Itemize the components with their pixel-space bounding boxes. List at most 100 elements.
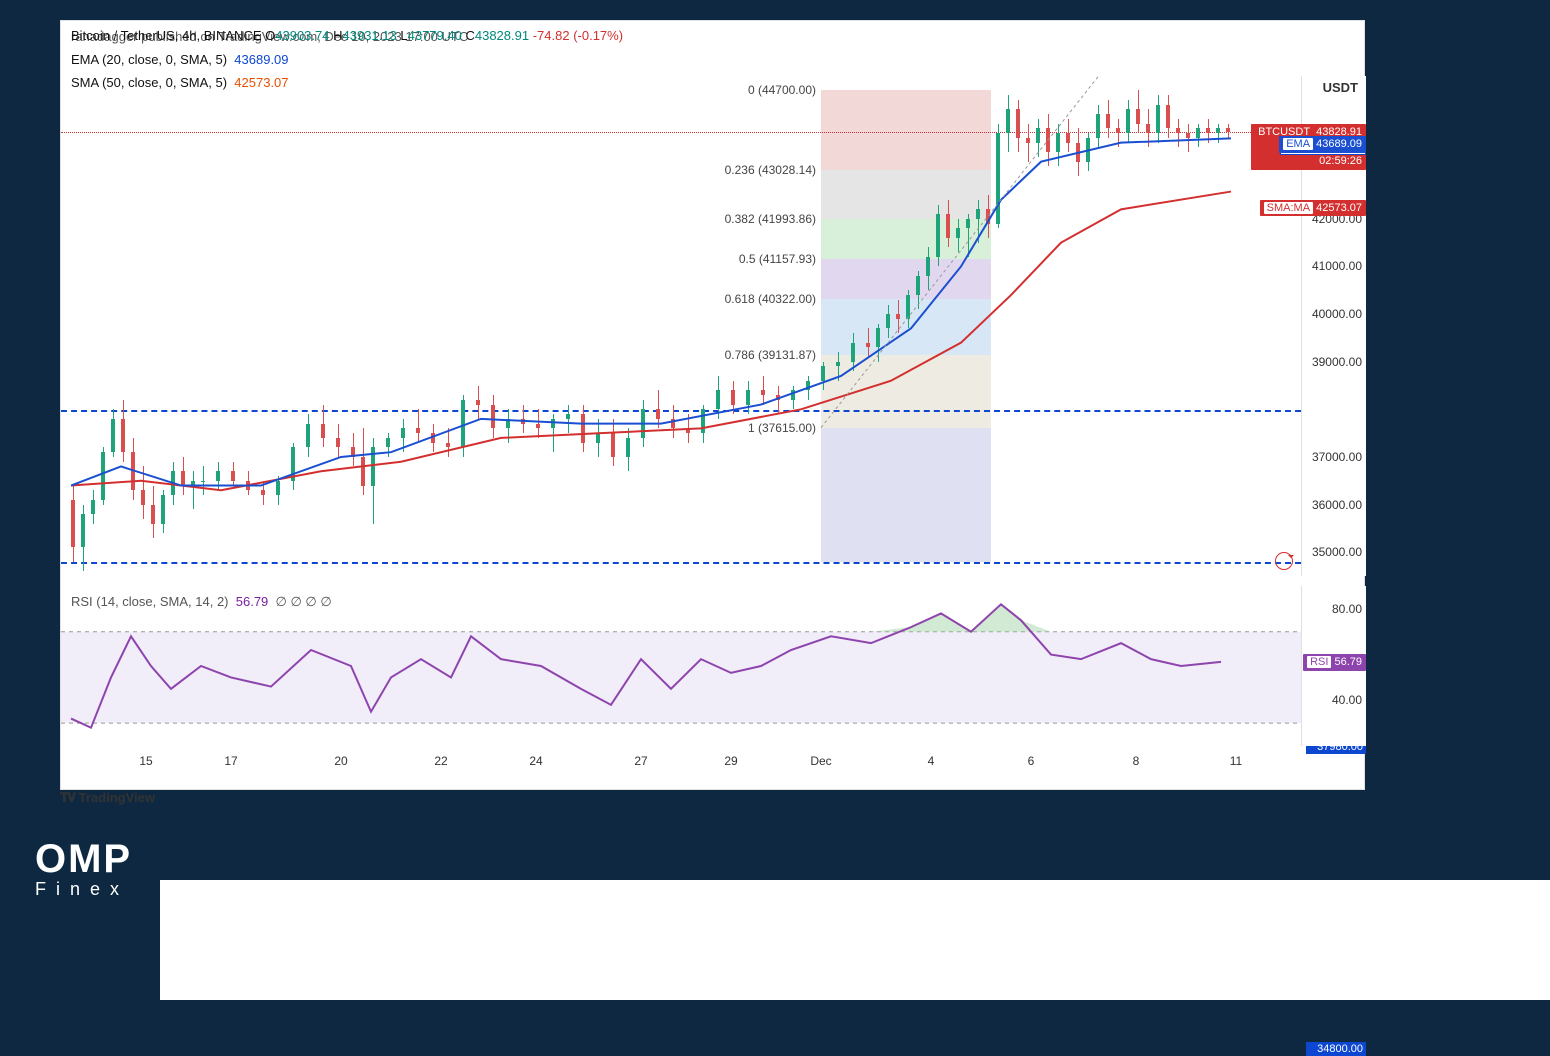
candle-body[interactable]: [1016, 109, 1020, 138]
candle-body[interactable]: [776, 395, 780, 400]
candle-body[interactable]: [936, 214, 940, 257]
candle-body[interactable]: [276, 481, 280, 495]
candle-body[interactable]: [386, 438, 390, 448]
candle-body[interactable]: [866, 343, 870, 348]
candle-body[interactable]: [581, 414, 585, 443]
candle-body[interactable]: [551, 419, 555, 429]
candle-body[interactable]: [111, 419, 115, 452]
candle-body[interactable]: [821, 366, 825, 380]
candle-body[interactable]: [1106, 114, 1110, 128]
refresh-icon[interactable]: [1275, 552, 1293, 570]
candle-body[interactable]: [946, 214, 950, 238]
fib-zone[interactable]: [821, 170, 991, 219]
fib-zone[interactable]: [821, 428, 991, 562]
candle-body[interactable]: [566, 414, 570, 419]
candle-body[interactable]: [321, 424, 325, 438]
candle-body[interactable]: [1166, 105, 1170, 129]
plot-area[interactable]: 0 (44700.00)0.236 (43028.14)0.382 (41993…: [61, 76, 1366, 791]
candle-body[interactable]: [1206, 128, 1210, 133]
candle-body[interactable]: [1146, 124, 1150, 134]
candle-body[interactable]: [626, 438, 630, 457]
candle-body[interactable]: [746, 390, 750, 404]
candle-body[interactable]: [1056, 133, 1060, 152]
candle-body[interactable]: [461, 400, 465, 448]
candle-body[interactable]: [716, 390, 720, 409]
candle-body[interactable]: [506, 419, 510, 429]
candle-body[interactable]: [71, 500, 75, 548]
price-pane[interactable]: 0 (44700.00)0.236 (43028.14)0.382 (41993…: [61, 76, 1301, 576]
candle-body[interactable]: [416, 428, 420, 433]
candle-body[interactable]: [401, 428, 405, 438]
candle-body[interactable]: [1216, 128, 1220, 133]
candle-body[interactable]: [966, 219, 970, 229]
candle-body[interactable]: [191, 481, 195, 486]
candle-body[interactable]: [806, 381, 810, 391]
candle-body[interactable]: [761, 390, 765, 395]
candle-body[interactable]: [351, 447, 355, 457]
candle-body[interactable]: [1176, 128, 1180, 133]
candle-body[interactable]: [291, 447, 295, 480]
candle-body[interactable]: [996, 133, 1000, 223]
support-line[interactable]: 34800.00: [61, 562, 1301, 564]
candle-body[interactable]: [926, 257, 930, 276]
candle-body[interactable]: [596, 433, 600, 443]
candle-body[interactable]: [916, 276, 920, 295]
fib-zone[interactable]: [821, 90, 991, 170]
candle-body[interactable]: [896, 314, 900, 319]
time-x-axis[interactable]: 15172022242729Dec46811: [61, 748, 1301, 788]
candle-body[interactable]: [491, 405, 495, 429]
candle-body[interactable]: [1076, 143, 1080, 162]
candle-body[interactable]: [701, 409, 705, 433]
candle-body[interactable]: [876, 328, 880, 347]
candle-body[interactable]: [446, 443, 450, 448]
candle-body[interactable]: [686, 428, 690, 433]
candle-body[interactable]: [1156, 105, 1160, 134]
candle-body[interactable]: [161, 495, 165, 524]
candle-body[interactable]: [791, 390, 795, 400]
rsi-y-axis[interactable]: 40.0080.00RSI 56.79: [1301, 586, 1366, 746]
candle-body[interactable]: [1126, 109, 1130, 133]
rsi-pane[interactable]: RSI (14, close, SMA, 14, 2) 56.79 ∅ ∅ ∅ …: [61, 586, 1301, 746]
candle-body[interactable]: [611, 433, 615, 457]
candle-body[interactable]: [641, 409, 645, 438]
candle-body[interactable]: [986, 209, 990, 223]
candle-body[interactable]: [476, 400, 480, 405]
candle-body[interactable]: [956, 228, 960, 238]
candle-body[interactable]: [361, 457, 365, 486]
candle-body[interactable]: [131, 452, 135, 490]
candle-body[interactable]: [336, 438, 340, 448]
fib-zone[interactable]: [821, 355, 991, 427]
candle-body[interactable]: [836, 362, 840, 367]
candle-body[interactable]: [91, 500, 95, 514]
candle-body[interactable]: [171, 471, 175, 495]
candle-body[interactable]: [671, 419, 675, 429]
candle-body[interactable]: [851, 343, 855, 362]
candle-body[interactable]: [246, 481, 250, 491]
candle-body[interactable]: [1196, 128, 1200, 138]
fib-zone[interactable]: [821, 259, 991, 299]
candle-body[interactable]: [431, 433, 435, 443]
candle-body[interactable]: [536, 424, 540, 429]
candle-body[interactable]: [656, 409, 660, 419]
support-line[interactable]: 37980.00: [61, 410, 1301, 412]
candle-body[interactable]: [141, 490, 145, 504]
candle-body[interactable]: [1116, 128, 1120, 133]
candle-body[interactable]: [521, 419, 525, 424]
candle-body[interactable]: [1096, 114, 1100, 138]
candle-body[interactable]: [121, 419, 125, 452]
candle-body[interactable]: [81, 514, 85, 547]
candle-body[interactable]: [1006, 109, 1010, 133]
candle-body[interactable]: [306, 424, 310, 448]
candle-body[interactable]: [181, 471, 185, 485]
candle-body[interactable]: [976, 209, 980, 219]
candle-body[interactable]: [1026, 138, 1030, 143]
candle-body[interactable]: [906, 295, 910, 319]
candle-body[interactable]: [231, 471, 235, 481]
candle-body[interactable]: [101, 452, 105, 500]
candle-body[interactable]: [1226, 128, 1230, 131]
candle-body[interactable]: [1186, 133, 1190, 138]
candle-body[interactable]: [1046, 128, 1050, 152]
candle-body[interactable]: [371, 447, 375, 485]
candle-body[interactable]: [1136, 109, 1140, 123]
candle-body[interactable]: [731, 390, 735, 404]
